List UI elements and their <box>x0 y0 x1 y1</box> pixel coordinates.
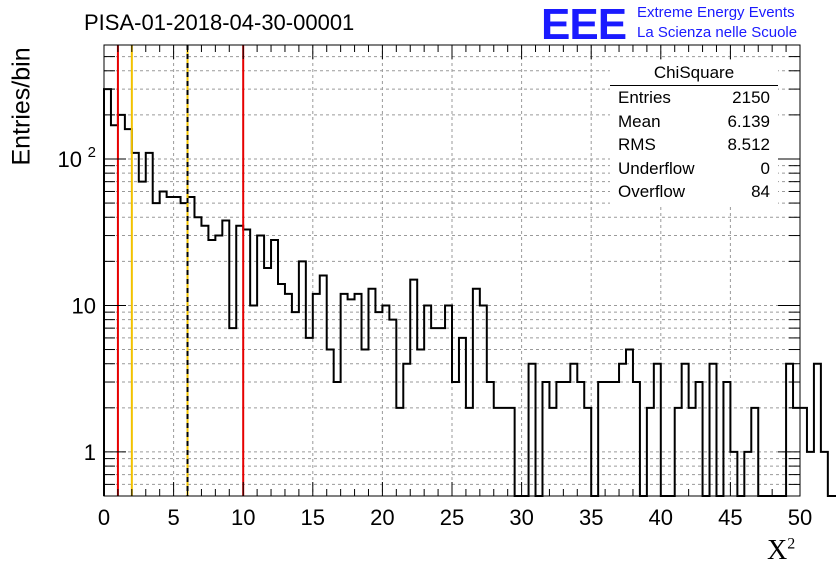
stats-value: 84 <box>751 182 770 201</box>
x-axis-label-sup: 2 <box>787 535 796 553</box>
y-tick-label-exponent: 2 <box>88 144 96 161</box>
stats-row: RMS 8.512 <box>610 133 778 157</box>
x-tick-label: 40 <box>649 505 673 530</box>
y-tick-label: 10 <box>72 293 96 318</box>
stats-row: Entries 2150 <box>610 86 778 110</box>
stats-label: Overflow <box>618 182 686 201</box>
x-axis-label-base: X <box>767 535 788 566</box>
x-tick-label: 15 <box>301 505 325 530</box>
x-tick-label: 20 <box>370 505 394 530</box>
x-tick-label: 35 <box>579 505 603 530</box>
stats-row: Mean 6.139 <box>610 110 778 134</box>
x-tick-label: 0 <box>98 505 110 530</box>
stats-label: Entries <box>618 88 671 107</box>
x-tick-label: 50 <box>788 505 812 530</box>
stats-row: Overflow 84 <box>610 180 778 204</box>
eee-logo: EEE <box>541 0 627 49</box>
x-tick-label: 45 <box>718 505 742 530</box>
x-axis-label: X2 <box>767 535 795 567</box>
x-tick-label: 30 <box>509 505 533 530</box>
chart-title: PISA-01-2018-04-30-00001 <box>84 10 355 35</box>
histogram <box>103 88 836 497</box>
x-tick-label: 10 <box>231 505 255 530</box>
logo-tagline-1: Extreme Energy Events <box>637 4 795 21</box>
y-tick-label: 10 <box>58 147 82 172</box>
logo-tagline-2: La Scienza nelle Scuole <box>637 24 798 41</box>
stats-value: 2150 <box>732 88 770 107</box>
stats-box: ChiSquare Entries 2150 Mean 6.139 RMS 8.512… <box>610 63 778 204</box>
y-tick-label: 1 <box>84 440 96 465</box>
y-axis-label: Entries/bin <box>7 47 36 166</box>
stats-label: RMS <box>618 135 656 154</box>
stats-value: 6.139 <box>727 111 770 131</box>
x-tick-label: 25 <box>440 505 464 530</box>
stats-label: Mean <box>618 111 661 131</box>
stats-box-title: ChiSquare <box>610 63 778 86</box>
stats-row: Underflow 0 <box>610 157 778 181</box>
stats-value: 0 <box>760 158 770 178</box>
stats-label: Underflow <box>618 158 695 178</box>
stats-value: 8.512 <box>727 135 770 154</box>
x-tick-label: 5 <box>167 505 179 530</box>
